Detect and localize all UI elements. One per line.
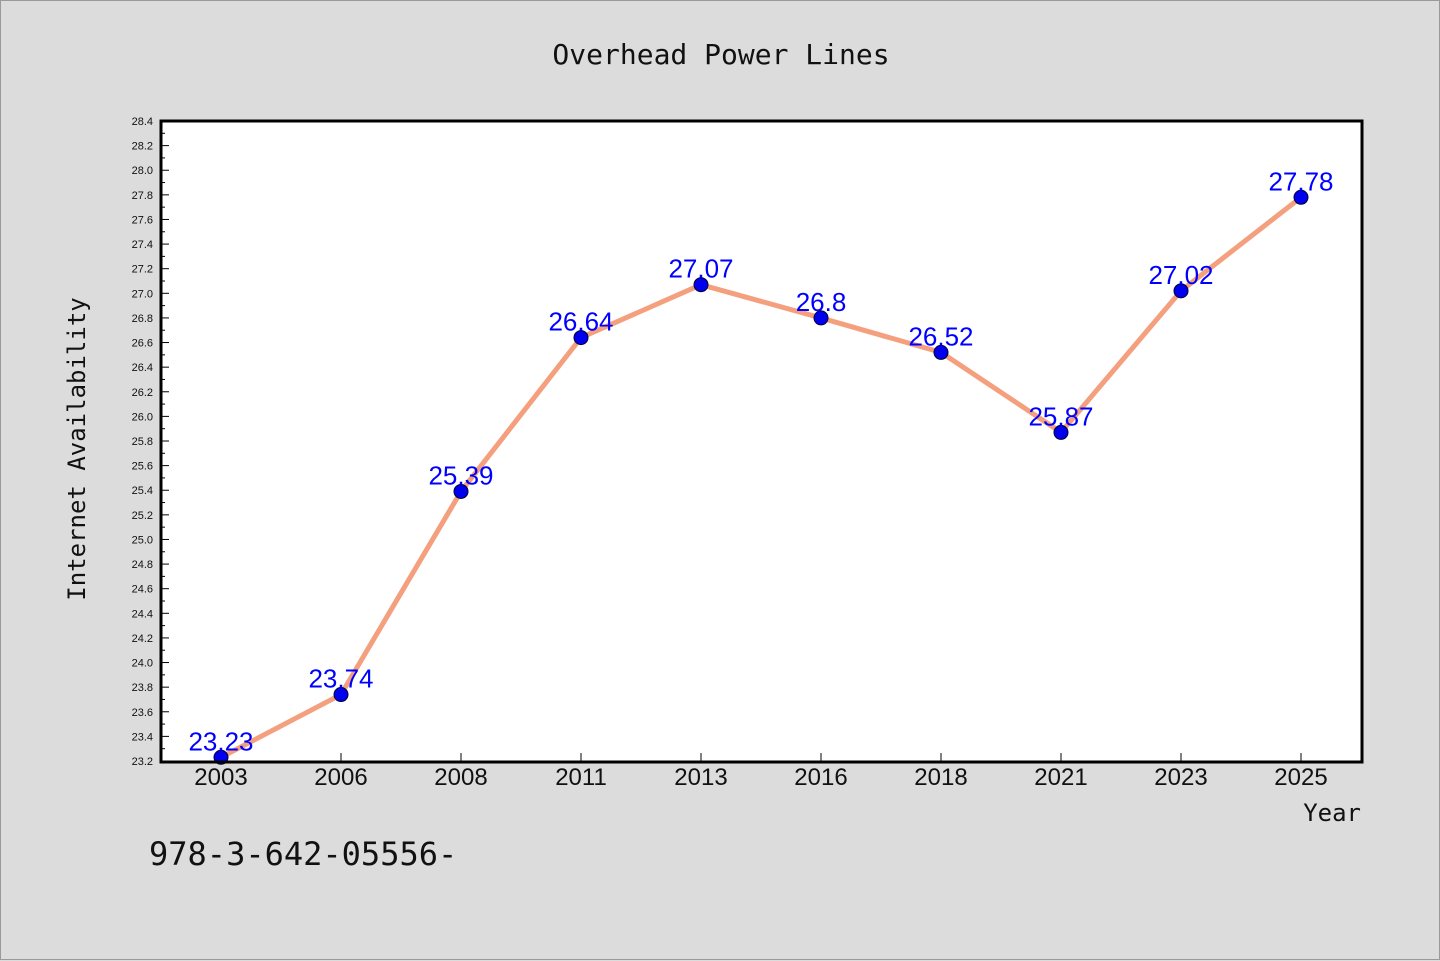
data-point <box>693 277 709 293</box>
y-tick-label: 23.2 <box>132 756 153 768</box>
y-tick-label: 24.0 <box>132 658 153 670</box>
x-tick-label: 2013 <box>674 764 727 791</box>
data-point <box>1173 283 1189 299</box>
data-point <box>333 687 349 703</box>
plot-area <box>161 121 1362 762</box>
y-tick-label: 28.2 <box>132 141 153 153</box>
data-label: 27.02 <box>1148 260 1213 290</box>
y-tick-label: 26.2 <box>132 387 153 399</box>
data-point <box>1293 189 1309 205</box>
y-tick-label: 25.6 <box>132 461 153 473</box>
y-tick-label: 25.4 <box>132 485 153 497</box>
data-label: 23.74 <box>308 664 373 694</box>
data-point <box>933 344 949 360</box>
data-label: 27.07 <box>668 254 733 284</box>
y-axis: 23.2 23.4 23.6 23.8 24.0 24.2 24.4 24.6 24.8 25.0… <box>132 116 169 768</box>
y-tick-label: 27.8 <box>132 190 153 202</box>
y-tick-label: 23.8 <box>132 682 153 694</box>
y-tick-label: 24.8 <box>132 559 153 571</box>
data-label: 27.78 <box>1268 166 1333 196</box>
y-tick-label: 26.8 <box>132 313 153 325</box>
data-point <box>453 483 469 499</box>
data-label: 23.23 <box>188 726 253 756</box>
data-point <box>813 310 829 326</box>
y-tick-label: 27.4 <box>132 239 153 251</box>
y-tick-label: 27.2 <box>132 264 153 276</box>
x-tick-label: 2021 <box>1034 764 1087 791</box>
data-label: 25.87 <box>1028 401 1093 431</box>
y-tick-label: 28.0 <box>132 165 153 177</box>
data-labels: 23.23 23.74 25.39 26.64 27.07 26.8 26.52 25.87 2… <box>188 166 1333 756</box>
series-line <box>218 194 1304 760</box>
y-tick-label: 25.0 <box>132 534 153 546</box>
x-tick-label: 2006 <box>314 764 367 791</box>
x-tick-label: 2018 <box>914 764 967 791</box>
y-tick-label: 28.4 <box>132 116 153 128</box>
y-tick-label: 25.8 <box>132 436 153 448</box>
data-point <box>573 330 589 346</box>
plot-border <box>159 119 1364 764</box>
y-tick-label: 27.0 <box>132 288 153 300</box>
y-tick-label: 26.0 <box>132 411 153 423</box>
y-tick-label: 26.4 <box>132 362 153 374</box>
y-tick-label: 24.4 <box>132 608 153 620</box>
x-axis: 2003 2006 2008 2011 2013 2016 2018 2021 2023 2025 <box>194 753 1328 791</box>
chart-title: Overhead Power Lines <box>552 38 889 71</box>
y-tick-label: 25.2 <box>132 510 153 522</box>
footer-isbn: 978-3-642-05556- <box>149 835 457 873</box>
x-axis-title: Year <box>1303 799 1361 827</box>
y-tick-label: 24.2 <box>132 633 153 645</box>
y-tick-label: 27.6 <box>132 214 153 226</box>
y-tick-label: 24.6 <box>132 584 153 596</box>
data-label: 26.64 <box>548 307 613 337</box>
data-label: 26.52 <box>908 321 973 351</box>
x-tick-label: 2016 <box>794 764 847 791</box>
y-tick-label: 23.6 <box>132 707 153 719</box>
x-tick-label: 2025 <box>1274 764 1327 791</box>
x-tick-label: 2011 <box>555 764 607 791</box>
x-tick-label: 2023 <box>1154 764 1207 791</box>
x-tick-label: 2008 <box>434 764 487 791</box>
data-point <box>1053 424 1069 440</box>
x-tick-label: 2003 <box>194 764 247 791</box>
y-axis-title: Internet Availability <box>63 297 91 600</box>
data-label: 26.8 <box>796 287 847 317</box>
y-tick-label: 23.4 <box>132 731 153 743</box>
y-tick-label: 26.6 <box>132 338 153 350</box>
data-label: 25.39 <box>428 460 493 490</box>
